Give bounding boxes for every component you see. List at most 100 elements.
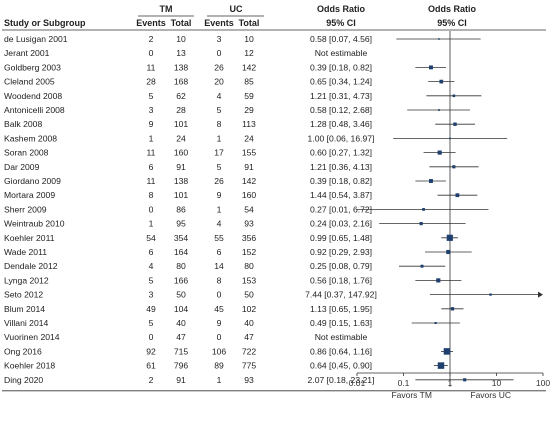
tm-total: 24 (176, 133, 186, 143)
odds-ratio-ci: 0.39 [0.18, 0.82] (310, 176, 372, 186)
uc-total: 113 (242, 119, 256, 129)
uc-total: 91 (244, 162, 254, 172)
tm-events: 54 (146, 233, 156, 243)
uc-events: 89 (214, 361, 224, 371)
odds-ratio-ci: Not estimable (315, 48, 368, 58)
odds-ratio-ci: 2.07 [0.18, 23.21] (308, 375, 375, 385)
odds-ratio-ci: 0.24 [0.03, 2.16] (310, 219, 372, 229)
tm-total: 80 (176, 261, 186, 271)
tm-total: 168 (174, 77, 189, 87)
study-name: Kashem 2008 (4, 133, 57, 143)
odds-ratio-marker (438, 38, 440, 40)
odds-ratio-marker (422, 208, 425, 211)
odds-ratio-marker (429, 65, 433, 70)
tm-total: 796 (174, 361, 189, 371)
odds-ratio-marker (450, 307, 455, 311)
uc-events: 0 (217, 290, 222, 300)
uc-events-header: Events (204, 18, 234, 28)
tm-total: 50 (176, 290, 186, 300)
tm-total: 160 (174, 148, 189, 158)
odds-ratio-marker (489, 293, 492, 296)
tm-events: 1 (149, 219, 154, 229)
x-tick-label: 1 (448, 378, 453, 388)
tm-events: 92 (146, 346, 156, 356)
uc-total: 356 (242, 233, 257, 243)
odds-ratio-ci: 0.99 [0.65, 1.48] (310, 233, 372, 243)
uc-events: 8 (217, 275, 222, 285)
odds-ratio-marker (419, 222, 423, 226)
odds-ratio-marker (455, 193, 460, 198)
tm-total-header: Total (171, 18, 192, 28)
uc-total-header: Total (239, 18, 260, 28)
odds-ratio-marker (420, 264, 424, 268)
odds-ratio-ci: 1.21 [0.36, 4.13] (310, 162, 372, 172)
uc-total: 47 (244, 332, 254, 342)
group1-header: TM (160, 4, 173, 14)
tm-events: 28 (146, 77, 156, 87)
uc-total: 775 (242, 361, 257, 371)
tm-events: 0 (149, 48, 154, 58)
x-tick-label: 100 (536, 378, 550, 388)
tm-total: 10 (176, 34, 186, 44)
odds-ratio-ci: 0.25 [0.08, 0.79] (310, 261, 372, 271)
tm-events: 0 (149, 332, 154, 342)
study-name: Koehler 2011 (4, 233, 55, 243)
study-name: Dendale 2012 (4, 261, 58, 271)
odds-ratio-marker (452, 94, 456, 98)
study-name: Weintraub 2010 (4, 219, 65, 229)
study-name: Vuorinen 2014 (4, 332, 60, 342)
tm-events: 9 (149, 119, 154, 129)
odds-ratio-ci: 0.27 [0.01, 6.72] (310, 204, 372, 214)
study-name: Antonicelli 2008 (4, 105, 65, 115)
tm-events: 6 (149, 247, 154, 257)
uc-events: 5 (217, 105, 222, 115)
tm-total: 354 (174, 233, 189, 243)
odds-ratio-marker (438, 109, 440, 111)
study-rows: de Lusigan 2001 2 10 3 10 0.58 [0.07, 4.56]Je… (4, 34, 377, 385)
tm-events: 11 (147, 176, 156, 186)
tm-total: 28 (176, 105, 186, 115)
study-name: Giordano 2009 (4, 176, 61, 186)
tm-total: 164 (174, 247, 189, 257)
tm-total: 104 (174, 304, 189, 314)
tm-events: 3 (149, 290, 154, 300)
uc-events: 6 (217, 247, 222, 257)
uc-total: 142 (242, 176, 257, 186)
odds-ratio-ci: 1.00 [0.06, 16.97] (308, 133, 375, 143)
odds-ratio-ci: 0.86 [0.64, 1.16] (310, 346, 372, 356)
uc-total: 59 (244, 91, 254, 101)
study-header: Study or Subgroup (4, 18, 86, 28)
odds-ratio-ci: 0.58 [0.12, 2.68] (310, 105, 372, 115)
odds-ratio-ci: Not estimable (315, 332, 368, 342)
tm-events: 3 (149, 105, 154, 115)
study-name: de Lusigan 2001 (4, 34, 68, 44)
uc-total: 80 (244, 261, 254, 271)
odds-ratio-ci: 1.13 [0.65, 1.95] (310, 304, 372, 314)
odds-ratio-marker (453, 122, 457, 126)
tm-total: 138 (174, 62, 189, 72)
study-name: Woodend 2008 (4, 91, 62, 101)
group2-header: UC (230, 4, 243, 14)
uc-events: 0 (217, 48, 222, 58)
uc-events: 45 (214, 304, 224, 314)
uc-total: 12 (244, 48, 254, 58)
tm-events: 49 (146, 304, 156, 314)
uc-events: 14 (214, 261, 224, 271)
ci-arrow (538, 291, 543, 298)
uc-total: 29 (244, 105, 254, 115)
tm-total: 62 (176, 91, 186, 101)
odds-ratio-ci: 0.39 [0.18, 0.82] (310, 62, 372, 72)
x-tick-label: 0.01 (349, 378, 366, 388)
favors-left-label: Favors TM (391, 390, 431, 400)
tm-events: 2 (149, 34, 154, 44)
uc-events: 3 (217, 34, 222, 44)
odds-ratio-marker (434, 321, 437, 325)
uc-events: 1 (217, 204, 222, 214)
odds-ratio-marker (439, 79, 444, 84)
odds-ratio-ci: 0.92 [0.29, 2.93] (310, 247, 372, 257)
tm-events: 1 (149, 133, 154, 143)
study-name: Koehler 2018 (4, 361, 55, 371)
odds-ratio-marker (452, 165, 456, 169)
uc-total: 142 (242, 62, 257, 72)
